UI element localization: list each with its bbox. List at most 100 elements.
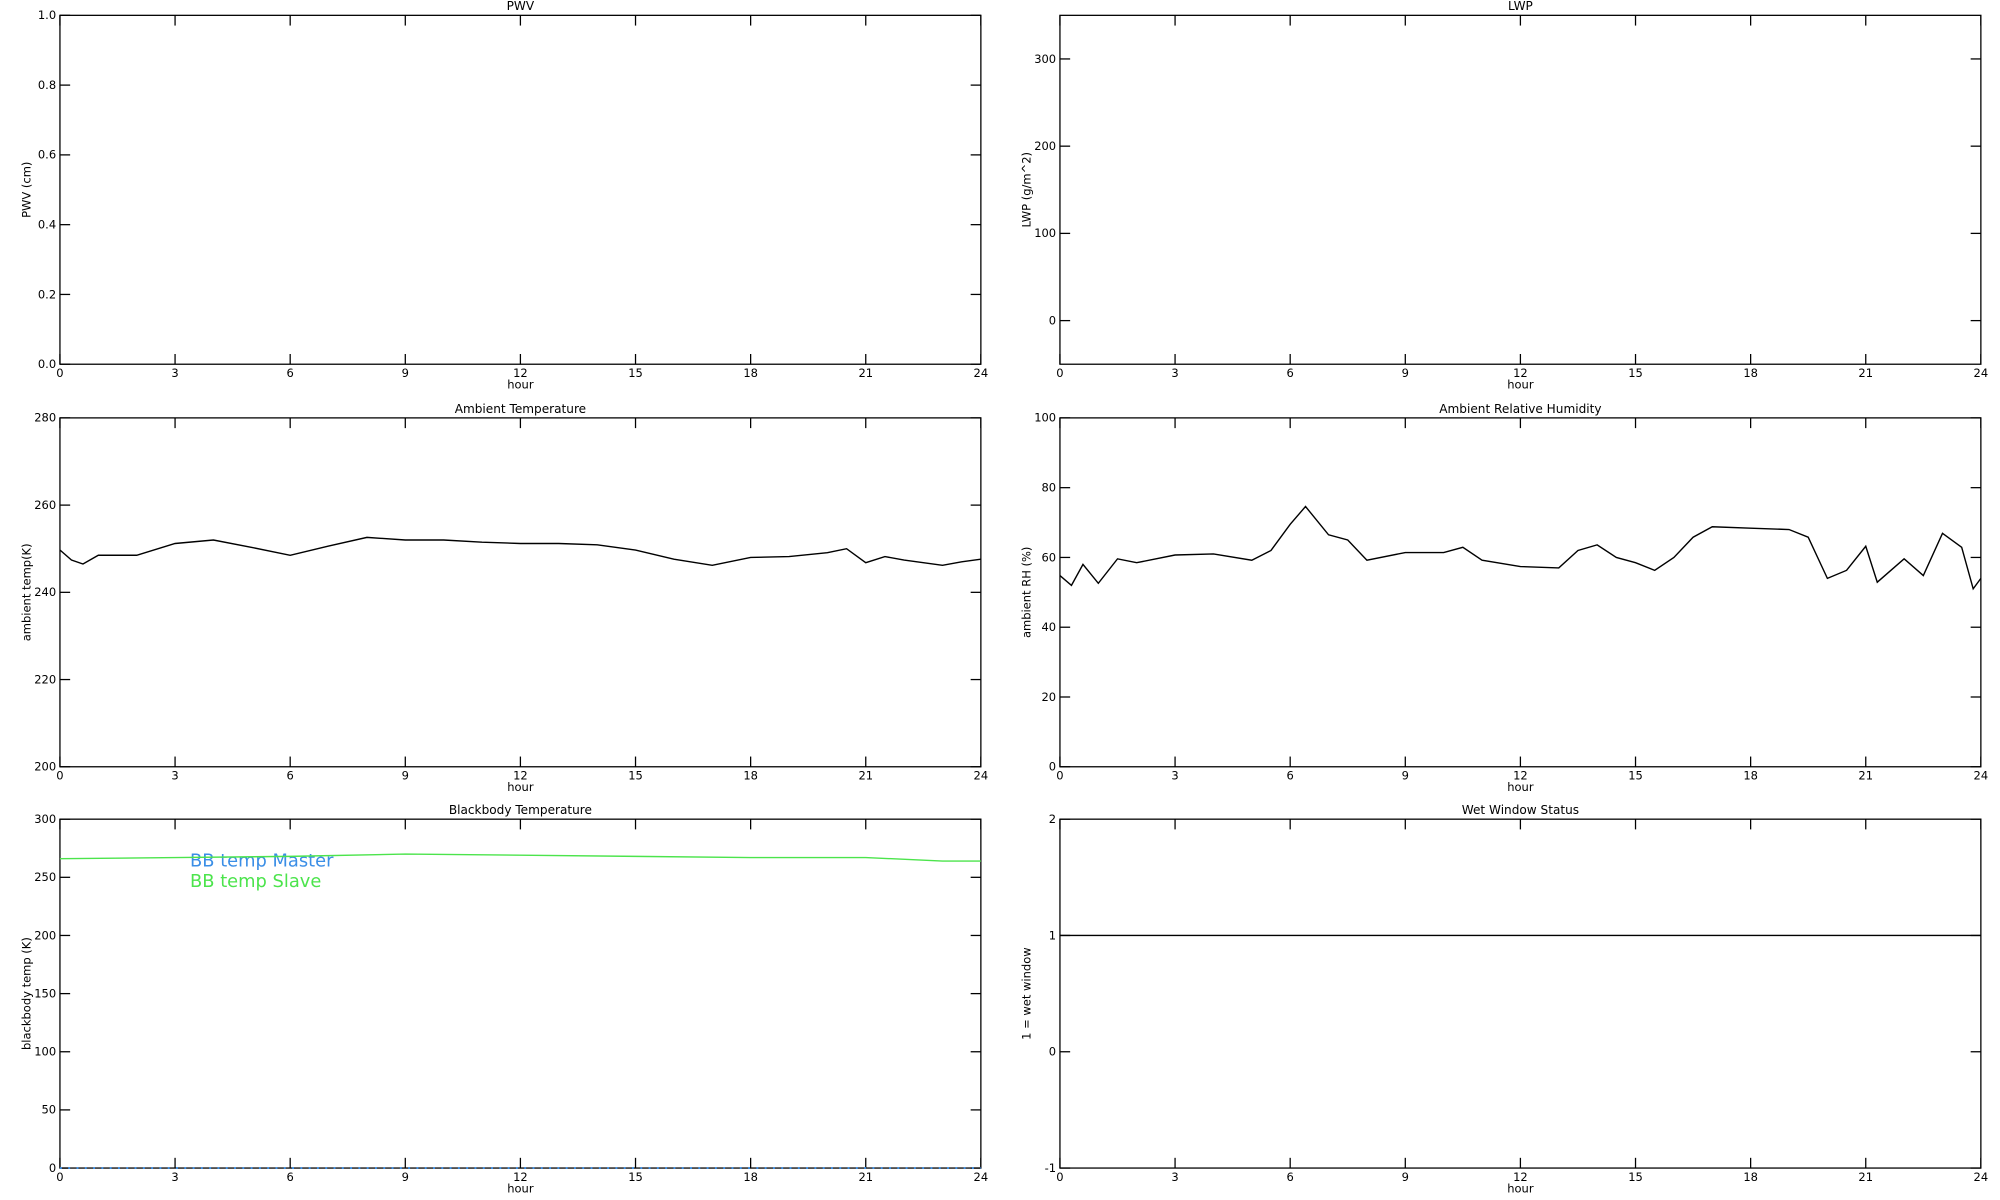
y-tick-label: 150	[34, 986, 56, 1000]
panel: Wet Window Status hour 1 = wet window 0 3 6 9 1…	[1020, 803, 1989, 1195]
y-axis-label: blackbody temp (K)	[20, 937, 34, 1050]
y-tick-label: 0	[1049, 313, 1056, 327]
y-axis-label: 1 = wet window	[1020, 947, 1034, 1040]
x-tick-label: 3	[171, 366, 178, 380]
x-tick-label: 6	[1287, 366, 1294, 380]
y-tick-label: 1.0	[38, 8, 56, 22]
x-tick-label: 18	[743, 1170, 758, 1184]
y-tick-label: 0	[49, 1161, 56, 1175]
y-tick-label: 2	[1049, 812, 1056, 826]
x-tick-label: 6	[1287, 769, 1294, 783]
y-tick-label: 0.0	[38, 357, 56, 371]
x-tick-label: 9	[1402, 769, 1409, 783]
x-tick-label: 21	[1858, 1170, 1873, 1184]
x-tick-label: 0	[1056, 769, 1063, 783]
x-tick-label: 12	[1513, 1170, 1528, 1184]
legend-entry: BB temp Slave	[190, 871, 321, 892]
y-tick-label: 220	[34, 672, 56, 686]
x-tick-label: 9	[1402, 1170, 1409, 1184]
x-tick-label: 3	[171, 769, 178, 783]
panel-title: Ambient Relative Humidity	[1439, 402, 1601, 416]
plot-frame	[1059, 818, 1982, 1169]
legend-entry: BB temp Master	[190, 850, 334, 871]
x-tick-label: 0	[56, 366, 63, 380]
panel-title: Blackbody Temperature	[449, 803, 592, 817]
data-line	[59, 536, 981, 567]
y-tick-label: 260	[34, 498, 56, 512]
x-tick-label: 18	[743, 366, 758, 380]
x-tick-label: 24	[974, 769, 989, 783]
x-tick-label: 0	[56, 769, 63, 783]
panel-title: LWP	[1508, 0, 1533, 13]
x-tick-label: 24	[1974, 1170, 1989, 1184]
x-tick-label: 15	[628, 769, 643, 783]
x-tick-label: 18	[743, 769, 758, 783]
y-tick-label: 200	[1034, 139, 1056, 153]
y-tick-label: 0.6	[38, 148, 56, 162]
x-tick-label: 15	[628, 366, 643, 380]
panel: LWP hour LWP (g/m^2) 0 3 6 9 12 15 18 21 24 0 100 200 3…	[1020, 0, 1989, 392]
x-axis-label: hour	[507, 780, 534, 794]
x-tick-label: 9	[402, 769, 409, 783]
x-tick-label: 24	[974, 366, 989, 380]
x-tick-label: 15	[1628, 1170, 1643, 1184]
y-tick-label: 300	[1034, 52, 1056, 66]
y-tick-label: 250	[34, 870, 56, 884]
y-tick-label: -1	[1045, 1161, 1056, 1175]
x-tick-label: 18	[1743, 769, 1758, 783]
x-tick-label: 9	[1402, 366, 1409, 380]
x-axis-label: hour	[1507, 377, 1534, 391]
y-tick-label: 240	[34, 585, 56, 599]
y-tick-label: 0.8	[38, 78, 56, 92]
x-tick-label: 21	[858, 1170, 873, 1184]
x-tick-label: 0	[1056, 366, 1063, 380]
x-tick-label: 6	[287, 1170, 294, 1184]
y-axis-label: ambient temp(K)	[20, 543, 34, 641]
plot-frame	[59, 14, 982, 365]
x-tick-label: 6	[1287, 1170, 1294, 1184]
data-line	[59, 853, 981, 862]
x-axis-label: hour	[1507, 780, 1534, 794]
x-tick-label: 3	[1171, 1170, 1178, 1184]
x-tick-label: 6	[287, 366, 294, 380]
x-axis-label: hour	[1507, 1181, 1534, 1195]
y-axis-label: ambient RH (%)	[1020, 547, 1034, 638]
plot-frame	[1059, 417, 1982, 768]
panel-title: Ambient Temperature	[455, 402, 586, 416]
x-tick-label: 24	[974, 1170, 989, 1184]
y-tick-label: 50	[42, 1103, 57, 1117]
panel-title: PWV	[507, 0, 535, 13]
data-line	[1059, 505, 1982, 591]
x-tick-label: 0	[56, 1170, 63, 1184]
x-tick-label: 3	[171, 1170, 178, 1184]
x-tick-label: 12	[513, 769, 528, 783]
panel-title: Wet Window Status	[1462, 803, 1579, 817]
y-tick-label: 60	[1042, 550, 1057, 564]
x-tick-label: 21	[858, 366, 873, 380]
y-tick-label: 100	[1034, 226, 1056, 240]
panel: Ambient Relative Humidity hour ambient RH …	[1020, 402, 1989, 794]
panel: Blackbody Temperature hour blackbody temp …	[20, 803, 989, 1195]
y-tick-label: 0.2	[38, 287, 56, 301]
y-axis-label: LWP (g/m^2)	[1020, 152, 1034, 228]
x-tick-label: 15	[1628, 366, 1643, 380]
y-tick-label: 100	[1034, 411, 1056, 425]
x-tick-label: 15	[1628, 769, 1643, 783]
x-tick-label: 24	[1974, 769, 1989, 783]
x-tick-label: 21	[858, 769, 873, 783]
x-tick-label: 0	[1056, 1170, 1063, 1184]
panel: PWV hour PWV (cm) 0 3 6 9 12 15 18 21 24 0.0 0.2 0.4 0.…	[20, 0, 989, 392]
x-axis-label: hour	[507, 377, 534, 391]
y-tick-label: 100	[34, 1045, 56, 1059]
x-tick-label: 12	[513, 366, 528, 380]
y-tick-label: 300	[34, 812, 56, 826]
x-tick-label: 24	[1974, 366, 1989, 380]
plot-frame	[1059, 14, 1982, 365]
panel: Ambient Temperature hour ambient temp(K) 0 3…	[20, 402, 989, 794]
x-tick-label: 9	[402, 1170, 409, 1184]
y-tick-label: 0	[1049, 760, 1056, 774]
y-tick-label: 80	[1042, 480, 1057, 494]
y-tick-label: 200	[34, 760, 56, 774]
y-tick-label: 20	[1042, 690, 1057, 704]
